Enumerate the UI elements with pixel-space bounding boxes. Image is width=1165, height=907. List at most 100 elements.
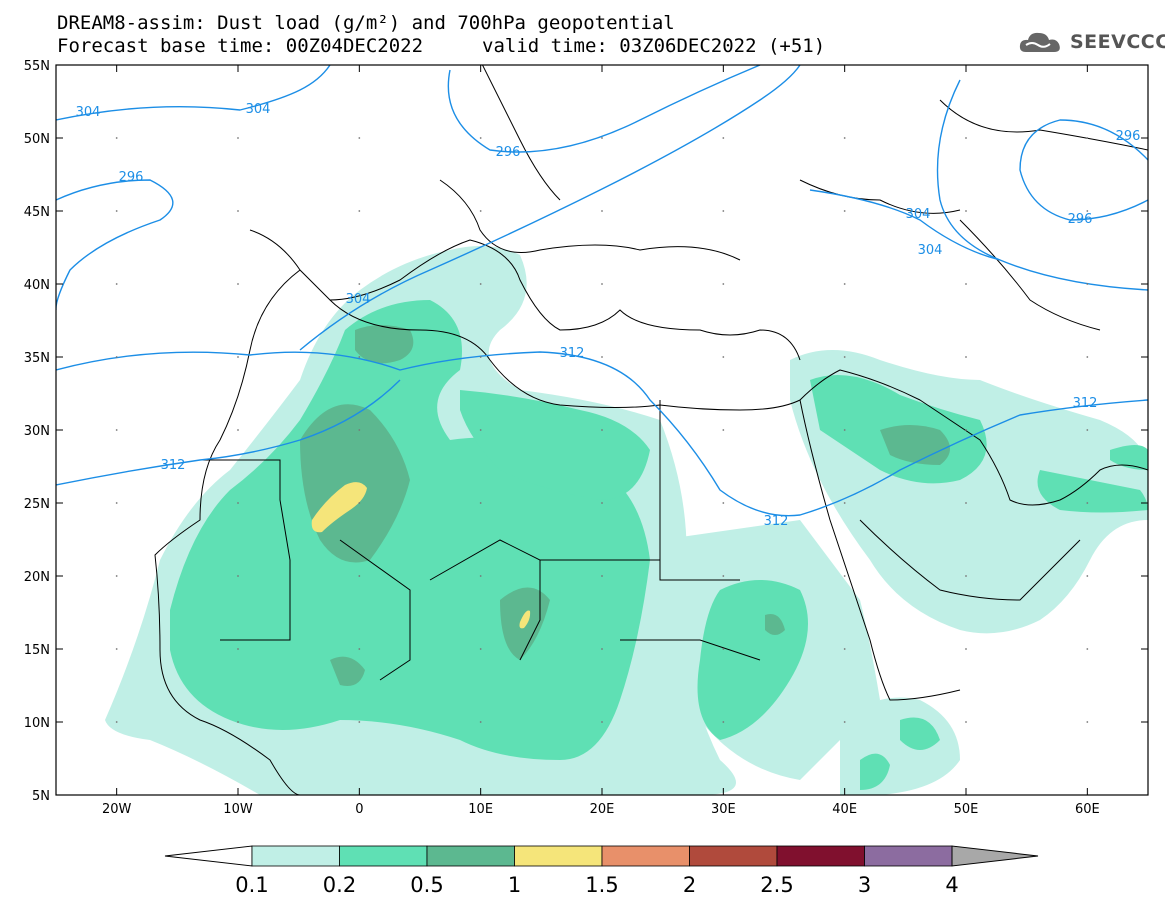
grid-dot <box>843 210 846 212</box>
grid-dot <box>358 210 361 212</box>
grid-dot <box>601 356 603 358</box>
grid-dot <box>358 356 361 358</box>
colorbar-swatch <box>426 845 515 867</box>
contour-label: 312 <box>764 514 789 529</box>
lon-label: 30E <box>711 802 736 817</box>
colorbar-label: 1.5 <box>585 873 618 897</box>
lat-label: 45N <box>24 205 50 220</box>
cloud-icon <box>1019 32 1060 52</box>
grid-dot <box>115 210 118 212</box>
dust-load-shading <box>105 246 1148 795</box>
colorbar: 0.1 0.2 0.5 1 1.5 2 2.5 3 4 <box>164 845 1039 897</box>
grid-dot <box>601 575 603 577</box>
colorbar-label: 2.5 <box>760 873 793 897</box>
grid-dot <box>479 575 482 577</box>
colorbar-label: 2 <box>683 873 696 897</box>
lon-label: 10E <box>468 802 493 817</box>
grid-dot <box>479 137 482 139</box>
grid-dot <box>965 283 967 285</box>
grid-dot <box>722 721 725 723</box>
grid-dot <box>115 648 118 650</box>
seevccc-logo: SEEVCCC <box>1018 28 1165 56</box>
grid-dot <box>722 648 725 650</box>
lat-label: 40N <box>24 278 50 293</box>
grid-dot <box>1086 210 1089 212</box>
lat-label: 50N <box>24 132 50 147</box>
lat-label: 55N <box>24 59 50 74</box>
grid-dot <box>965 721 967 723</box>
grid-dot <box>965 210 967 212</box>
grid-dot <box>115 575 118 577</box>
grid-dot <box>965 502 967 504</box>
contour-label: 304 <box>76 105 101 120</box>
grid-dot <box>237 648 239 650</box>
grid-dots <box>115 137 1089 723</box>
contour-label: 296 <box>1068 212 1093 227</box>
grid-dot <box>843 721 846 723</box>
lat-label: 35N <box>24 351 50 366</box>
grid-dot <box>115 429 118 431</box>
contour-label: 312 <box>1073 396 1098 411</box>
grid-dot <box>479 502 482 504</box>
grid-dot <box>115 283 118 285</box>
contour-label: 296 <box>119 170 144 185</box>
lat-label: 10N <box>24 716 50 731</box>
colorbar-label: 0.2 <box>323 873 356 897</box>
lat-label: 5N <box>32 789 50 804</box>
grid-dot <box>722 575 725 577</box>
grid-dot <box>601 648 603 650</box>
lon-label: 40E <box>832 802 857 817</box>
grid-dot <box>1086 575 1089 577</box>
grid-dot <box>237 283 239 285</box>
colorbar-swatch <box>864 845 953 867</box>
lon-label: 50E <box>954 802 979 817</box>
grid-dot <box>843 429 846 431</box>
map-title: DREAM8-assim: Dust load (g/m²) and 700hP… <box>57 12 675 34</box>
grid-dot <box>237 356 239 358</box>
lon-label: 0 <box>355 802 363 817</box>
colorbar-under-triangle <box>164 845 253 867</box>
grid-dot <box>722 429 725 431</box>
colorbar-swatch <box>776 845 865 867</box>
grid-dot <box>237 429 239 431</box>
grid-dot <box>479 283 482 285</box>
grid-dot <box>601 283 603 285</box>
grid-dot <box>358 137 361 139</box>
grid-dot <box>358 429 361 431</box>
lat-label: 30N <box>24 424 50 439</box>
colorbar-swatch <box>251 845 340 867</box>
colorbar-swatch <box>339 845 428 867</box>
grid-dot <box>115 721 118 723</box>
grid-dot <box>358 575 361 577</box>
grid-dot <box>479 429 482 431</box>
grid-dot <box>358 283 361 285</box>
grid-dot <box>843 356 846 358</box>
geopotential-contours <box>56 65 1148 517</box>
grid-dot <box>601 210 603 212</box>
lon-label: 10W <box>223 802 253 817</box>
grid-dot <box>843 648 846 650</box>
grid-dot <box>965 356 967 358</box>
grid-dot <box>843 283 846 285</box>
lat-label: 25N <box>24 497 50 512</box>
contour-label: 304 <box>346 292 371 307</box>
grid-dot <box>843 137 846 139</box>
grid-dot <box>722 502 725 504</box>
grid-dot <box>115 137 118 139</box>
grid-dot <box>722 356 725 358</box>
colorbar-swatch <box>514 845 603 867</box>
grid-dot <box>237 137 239 139</box>
grid-dot <box>601 429 603 431</box>
contour-label: 304 <box>918 243 943 258</box>
grid-dot <box>601 502 603 504</box>
grid-dot <box>1086 283 1089 285</box>
coastlines <box>154 65 1148 795</box>
grid-dot <box>479 721 482 723</box>
axis-labels: 55N 50N 45N 40N 35N 30N 25N 20N 15N 10N 5N 20W 10W 0 1… <box>24 59 1148 817</box>
grid-dot <box>358 502 361 504</box>
grid-dot <box>722 210 725 212</box>
contour-label: 312 <box>560 346 585 361</box>
colorbar-over-triangle <box>951 845 1039 867</box>
colorbar-swatch <box>601 845 690 867</box>
contour-label: 296 <box>496 145 521 160</box>
